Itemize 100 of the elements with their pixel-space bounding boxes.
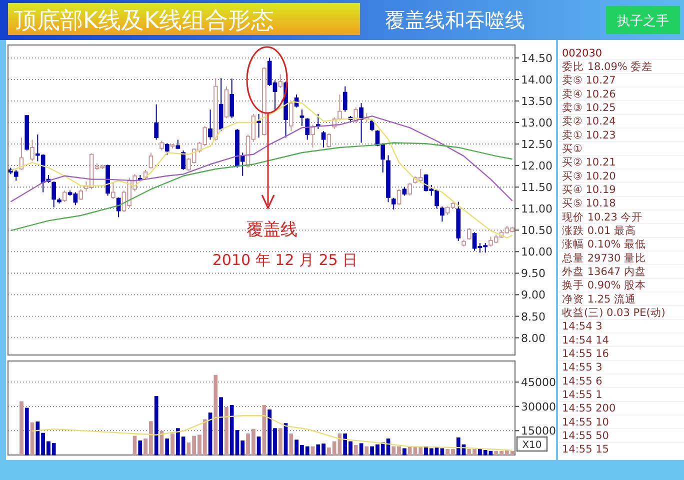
y-tick-label: 8.00 bbox=[521, 332, 546, 345]
text: 买③ 10.20 bbox=[562, 170, 616, 182]
text: 买① bbox=[562, 142, 582, 155]
bar bbox=[402, 448, 406, 456]
text: 卖① 10.23 bbox=[562, 128, 616, 142]
text: 卖③ 10.25 bbox=[562, 100, 616, 114]
text: 14:55 6 bbox=[562, 375, 603, 388]
text: 14:55 10 bbox=[562, 416, 609, 428]
text: 现价 10.23 今开 bbox=[562, 211, 643, 224]
bar bbox=[278, 428, 282, 456]
y-tick-label: 30000 bbox=[521, 400, 556, 414]
candlestick bbox=[391, 197, 396, 210]
text: 卖④ 10.26 bbox=[562, 87, 616, 100]
candlestick bbox=[62, 190, 67, 203]
candlestick bbox=[300, 109, 304, 126]
text: 14:55 15 bbox=[562, 444, 609, 456]
text: 14:55 3 bbox=[562, 362, 602, 374]
bar bbox=[256, 436, 261, 456]
y-tick-label: 13.50 bbox=[521, 94, 552, 108]
y-tick-label: 13.00 bbox=[521, 116, 552, 130]
candlestick bbox=[408, 182, 412, 196]
text: 净资 1.25 流通 bbox=[562, 292, 636, 306]
text: 14:55 200 bbox=[562, 402, 616, 415]
candlestick bbox=[326, 132, 332, 148]
text: 涨幅 0.10% 最低 bbox=[562, 238, 646, 251]
candlestick bbox=[342, 86, 348, 112]
text: 卖⑤ 10.27 bbox=[562, 74, 616, 87]
y-tick-label: 9.50 bbox=[521, 267, 546, 280]
y-tick-label: 45000 bbox=[521, 376, 556, 390]
y-tick-label: 14.50 bbox=[521, 52, 552, 65]
y-tick-label: 10.50 bbox=[521, 224, 552, 238]
candlestick bbox=[321, 130, 326, 148]
candlestick bbox=[396, 188, 402, 206]
candlestick bbox=[181, 150, 186, 170]
candlestick bbox=[310, 124, 315, 148]
text: 收益(三) 0.03 PE(动) bbox=[562, 306, 666, 319]
y-tick-label: 15000 bbox=[521, 424, 556, 438]
text: 换手 0.90% 股本 bbox=[562, 278, 646, 292]
bar bbox=[138, 440, 142, 456]
y-tick-label: 12.00 bbox=[521, 160, 552, 173]
text: 14:54 14 bbox=[562, 334, 610, 346]
bar bbox=[160, 430, 164, 456]
bar bbox=[289, 434, 294, 456]
candlestick bbox=[440, 206, 444, 222]
candlestick bbox=[148, 152, 154, 170]
bar bbox=[170, 434, 174, 456]
text: 14:55 1 bbox=[562, 388, 602, 401]
y-tick-label: 8.50 bbox=[521, 310, 546, 324]
chart-subtitle: 覆盖线和吞噬线 bbox=[385, 8, 525, 32]
candlestick bbox=[256, 113, 261, 138]
line-series bbox=[32, 415, 513, 451]
bar bbox=[20, 401, 24, 456]
text: 买⑤ 10.18 bbox=[562, 198, 616, 210]
text: 买② 10.21 bbox=[562, 156, 616, 169]
text: 002030 bbox=[562, 47, 602, 60]
bar bbox=[284, 423, 288, 456]
candlestick bbox=[288, 100, 294, 132]
text: 买④ 10.19 bbox=[562, 184, 616, 196]
bar bbox=[154, 396, 158, 456]
candlestick bbox=[160, 140, 164, 151]
bar bbox=[219, 397, 223, 456]
text: 14:55 50 bbox=[562, 430, 609, 442]
text: X10 bbox=[522, 440, 542, 451]
candlestick bbox=[154, 104, 158, 140]
y-tick-label: 14.00 bbox=[521, 73, 552, 86]
bar bbox=[30, 422, 34, 456]
text: 总量 29730 量比 bbox=[561, 251, 646, 264]
annotation: 2010 年 12 月 25 日 bbox=[212, 251, 358, 269]
candlestick bbox=[305, 118, 310, 140]
line-series bbox=[10, 115, 513, 202]
text: 14:54 3 bbox=[562, 320, 602, 333]
candlestick bbox=[78, 188, 83, 200]
y-tick-label: 11.50 bbox=[521, 181, 552, 194]
bar bbox=[359, 443, 364, 456]
candlestick bbox=[230, 78, 234, 119]
text: 涨跌 0.01 最高 bbox=[562, 224, 636, 237]
bar bbox=[364, 446, 369, 456]
candlestick bbox=[111, 182, 116, 200]
text: 卖② 10.24 bbox=[562, 114, 616, 128]
text: 14:55 16 bbox=[562, 348, 610, 360]
y-tick-label: 9.00 bbox=[521, 288, 546, 302]
y-tick-label: 10.00 bbox=[521, 246, 552, 259]
y-tick-label: 11.00 bbox=[521, 202, 552, 216]
candlestick bbox=[164, 142, 170, 156]
candlestick bbox=[30, 139, 34, 162]
y-tick-label: 12.50 bbox=[521, 138, 552, 152]
candlestick bbox=[359, 102, 364, 144]
candlestick bbox=[208, 109, 212, 140]
bar bbox=[262, 404, 266, 456]
bar bbox=[310, 446, 315, 456]
text: 外盘 13647 内盘 bbox=[562, 264, 646, 278]
bar bbox=[165, 438, 170, 456]
annotation: 覆盖线 bbox=[246, 220, 298, 240]
text: 委比 18.09% 委差 bbox=[562, 60, 653, 73]
candlestick bbox=[370, 119, 374, 132]
bar bbox=[224, 406, 228, 456]
bar bbox=[24, 408, 29, 456]
chart-title: 顶底部K线及K线组合形态 bbox=[14, 8, 274, 34]
bar bbox=[208, 412, 212, 456]
bar bbox=[214, 374, 218, 456]
